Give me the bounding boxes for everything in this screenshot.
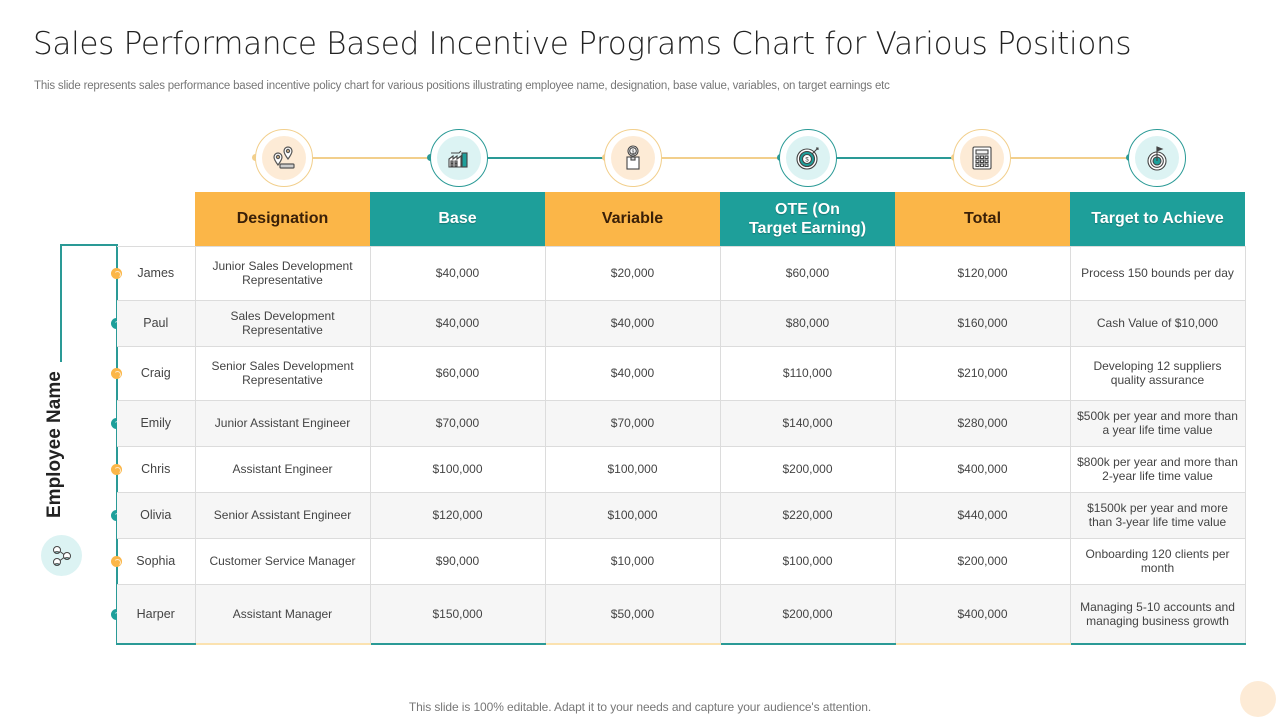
connector-line: [1011, 157, 1129, 159]
bracket-line: [60, 244, 118, 246]
calculator-icon: [953, 129, 1011, 187]
cell-target: Developing 12 suppliers quality assuranc…: [1069, 345, 1246, 401]
cell-ote: $140,000: [719, 399, 896, 447]
header-ote-line1: OTE (On: [775, 200, 840, 218]
decorative-circle: [1240, 681, 1276, 717]
table-row: James Junior Sales Development Represent…: [117, 245, 1246, 301]
cell-designation: Junior Assistant Engineer: [194, 399, 371, 447]
cell-name: Paul: [117, 299, 196, 347]
cell-designation: Senior Assistant Engineer: [194, 491, 371, 539]
cell-base: $60,000: [369, 345, 546, 401]
header-total: Total: [895, 192, 1070, 246]
table-row: Emily Junior Assistant Engineer $70,000 …: [117, 399, 1246, 447]
location-pins-icon: [255, 129, 313, 187]
cell-total: $400,000: [894, 583, 1071, 645]
connector-line: [836, 157, 954, 159]
cell-variable: $70,000: [544, 399, 721, 447]
table-row: Paul Sales Development Representative $4…: [117, 299, 1246, 347]
cell-total: $400,000: [894, 445, 1071, 493]
cell-variable: $10,000: [544, 537, 721, 585]
cell-designation: Senior Sales Development Representative: [194, 345, 371, 401]
header-variable: Variable: [545, 192, 720, 246]
cell-base: $70,000: [369, 399, 546, 447]
table-row: Craig Senior Sales Development Represent…: [117, 345, 1246, 401]
cell-variable: $100,000: [544, 491, 721, 539]
connector-line: [662, 157, 780, 159]
cell-target: $800k per year and more than 2-year life…: [1069, 445, 1246, 493]
header-ote: OTE (On Target Earning): [720, 192, 895, 246]
cell-total: $440,000: [894, 491, 1071, 539]
table-row: Chris Assistant Engineer $100,000 $100,0…: [117, 445, 1246, 493]
cell-designation: Junior Sales Development Representative: [194, 245, 371, 301]
cell-variable: $40,000: [544, 299, 721, 347]
cell-base: $120,000: [369, 491, 546, 539]
cell-base: $40,000: [369, 245, 546, 301]
table-row: Olivia Senior Assistant Engineer $120,00…: [117, 491, 1246, 539]
cell-target: $500k per year and more than a year life…: [1069, 399, 1246, 447]
cell-ote: $100,000: [719, 537, 896, 585]
cell-variable: $100,000: [544, 445, 721, 493]
cell-designation: Customer Service Manager: [194, 537, 371, 585]
cell-designation: Sales Development Representative: [194, 299, 371, 347]
cell-name: Emily: [117, 399, 196, 447]
employee-name-axis-label: Employee Name: [44, 371, 65, 518]
cell-name: Chris: [117, 445, 196, 493]
connector-line: [312, 157, 430, 159]
cell-total: $160,000: [894, 299, 1071, 347]
cell-base: $150,000: [369, 583, 546, 645]
cell-target: Cash Value of $10,000: [1069, 299, 1246, 347]
factory-icon: [430, 129, 488, 187]
cell-variable: $50,000: [544, 583, 721, 645]
table-header-row: Designation Base Variable OTE (On Target …: [117, 192, 1245, 246]
dollar-target-icon: $: [779, 129, 837, 187]
header-blank: [117, 192, 195, 246]
cell-target: $1500k per year and more than 3-year lif…: [1069, 491, 1246, 539]
cell-designation: Assistant Manager: [194, 583, 371, 645]
cell-ote: $220,000: [719, 491, 896, 539]
cell-target: Process 150 bounds per day: [1069, 245, 1246, 301]
cell-ote: $200,000: [719, 445, 896, 493]
header-target: Target to Achieve: [1070, 192, 1245, 246]
footer-note: This slide is 100% editable. Adapt it to…: [408, 700, 872, 714]
cell-total: $120,000: [894, 245, 1071, 301]
cell-base: $90,000: [369, 537, 546, 585]
header-ote-line2: Target Earning): [748, 219, 867, 237]
people-network-icon: [41, 535, 82, 576]
header-designation: Designation: [195, 192, 370, 246]
cell-name: Olivia: [117, 491, 196, 539]
cell-name: James: [117, 245, 196, 301]
cell-ote: $60,000: [719, 245, 896, 301]
header-base: Base: [370, 192, 545, 246]
table-row: Sophia Customer Service Manager $90,000 …: [117, 537, 1246, 585]
incentive-table: Designation Base Variable OTE (On Target …: [117, 192, 1246, 645]
cell-ote: $110,000: [719, 345, 896, 401]
cell-ote: $200,000: [719, 583, 896, 645]
timeline-line: [116, 643, 196, 645]
svg-text:$: $: [632, 149, 635, 155]
cell-target: Managing 5-10 accounts and managing busi…: [1069, 583, 1246, 645]
cell-base: $100,000: [369, 445, 546, 493]
cell-ote: $80,000: [719, 299, 896, 347]
cell-variable: $40,000: [544, 345, 721, 401]
target-flag-icon: [1128, 129, 1186, 187]
cell-designation: Assistant Engineer: [194, 445, 371, 493]
coin-box-icon: $: [604, 129, 662, 187]
svg-text:$: $: [805, 158, 809, 164]
table-row: Harper Assistant Manager $150,000 $50,00…: [117, 583, 1246, 645]
cell-target: Onboarding 120 clients per month: [1069, 537, 1246, 585]
cell-name: Sophia: [117, 537, 196, 585]
page-subtitle: This slide represents sales performance …: [34, 80, 890, 92]
cell-base: $40,000: [369, 299, 546, 347]
page-title: Sales Performance Based Incentive Progra…: [33, 26, 1132, 62]
cell-total: $200,000: [894, 537, 1071, 585]
cell-total: $210,000: [894, 345, 1071, 401]
connector-line: [487, 157, 605, 159]
cell-variable: $20,000: [544, 245, 721, 301]
cell-name: Harper: [117, 583, 196, 645]
cell-name: Craig: [117, 345, 196, 401]
cell-total: $280,000: [894, 399, 1071, 447]
bracket-line: [60, 244, 62, 362]
